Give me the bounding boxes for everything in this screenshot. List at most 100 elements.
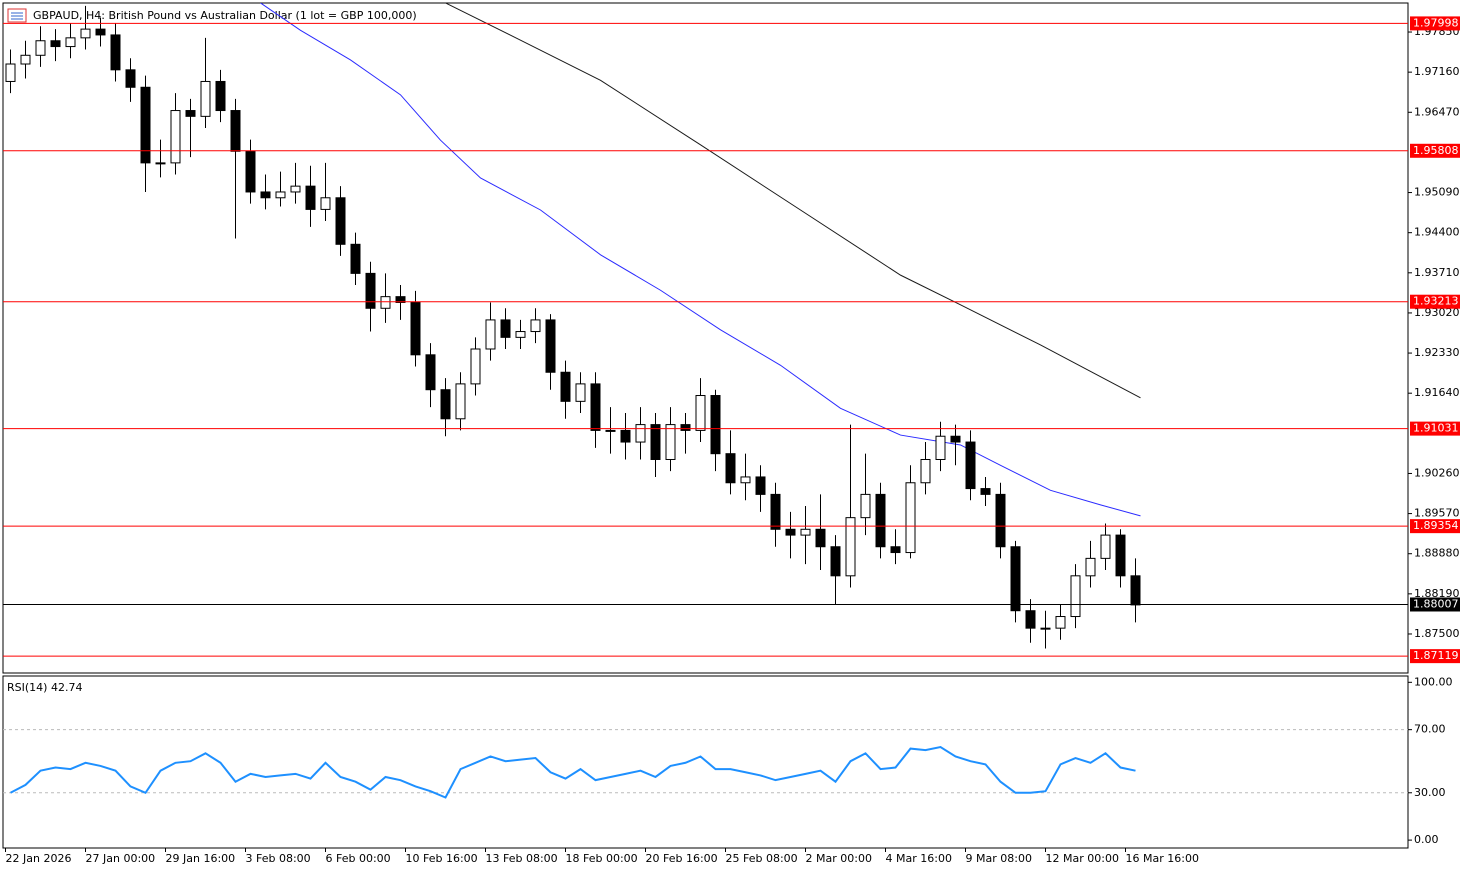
axes: 1.978501.971601.964701.950901.944001.937… [5, 16, 1460, 865]
candle-body [695, 395, 706, 431]
x-tick-label: 20 Feb 16:00 [646, 852, 718, 865]
candle-body [215, 80, 226, 112]
candle-body [425, 354, 436, 391]
candle-body [635, 424, 646, 443]
y-tick-label: 1.96470 [1414, 105, 1460, 118]
candle-body [410, 301, 421, 356]
candle-body [1025, 610, 1036, 629]
y-tick-label: 1.90260 [1414, 466, 1460, 479]
candle-body [620, 429, 631, 443]
candle-body [665, 424, 676, 460]
candle-body [815, 528, 826, 548]
y-tick-label: 1.87500 [1414, 627, 1460, 640]
candle-body [1100, 534, 1111, 559]
x-tick-label: 18 Feb 00:00 [566, 852, 638, 865]
rsi-plot [3, 729, 1408, 799]
y-tick-label: 1.95090 [1414, 186, 1460, 199]
price-level-tag [1410, 519, 1460, 534]
candle-body [305, 185, 316, 210]
candle-body [485, 319, 496, 350]
x-tick-label: 29 Jan 16:00 [166, 852, 236, 865]
candle-body [275, 191, 286, 199]
candle-body [500, 319, 511, 338]
candle-body [260, 191, 271, 199]
x-tick-label: 3 Feb 08:00 [246, 852, 311, 865]
x-tick-label: 13 Feb 08:00 [486, 852, 558, 865]
x-tick-label: 9 Mar 08:00 [966, 852, 1032, 865]
candle-body [455, 383, 466, 420]
candle-body [110, 34, 121, 71]
candle-body [920, 458, 931, 484]
candle-body [395, 296, 406, 303]
candle-body [1115, 534, 1126, 577]
candle-body [860, 493, 871, 519]
candle-body [65, 37, 76, 48]
candle-body [155, 162, 166, 165]
candle-body [80, 28, 91, 39]
y-tick-label: 1.97160 [1414, 65, 1460, 78]
candle-body [200, 80, 211, 117]
candle-body [95, 28, 106, 36]
price-level-tag [1410, 294, 1460, 309]
candle-body [755, 476, 766, 495]
candle-body [935, 435, 946, 460]
price-level-tag [1410, 421, 1460, 436]
moving-average [260, 3, 1141, 517]
rsi-panel-border [2, 675, 1409, 849]
candle-body [35, 40, 46, 56]
x-tick-label: 6 Feb 00:00 [326, 852, 391, 865]
price-level-tag [1410, 597, 1460, 612]
rsi-line [10, 745, 1136, 799]
y-tick-label: 1.93020 [1414, 306, 1460, 319]
candle-body [440, 389, 451, 420]
candle-body [710, 395, 721, 455]
x-tick-label: 16 Mar 16:00 [1126, 852, 1199, 865]
moving-average [445, 3, 1141, 399]
candle-body [830, 546, 841, 577]
main-plot [3, 3, 1408, 657]
candle-body [545, 319, 556, 373]
candle-body [950, 435, 961, 443]
price-level-label: 1.95808 [1413, 144, 1459, 157]
candle-body [590, 383, 601, 431]
y-tick-label: 1.94400 [1414, 226, 1460, 239]
price-level-tag [1410, 16, 1460, 31]
y-tick-label: 100.00 [1414, 675, 1453, 688]
price-level-label: 1.91031 [1413, 422, 1459, 435]
price-level-label: 1.97998 [1413, 16, 1459, 29]
symbol-icon [7, 8, 27, 23]
rsi-title: RSI(14) 42.74 [7, 681, 82, 694]
candle-body [845, 517, 856, 577]
candle-body [785, 528, 796, 536]
candle-body [335, 197, 346, 245]
x-tick-label: 2 Mar 00:00 [806, 852, 872, 865]
candle-body [560, 371, 571, 402]
candle-body [890, 546, 901, 554]
candle-body [770, 493, 781, 530]
candle-body [170, 110, 181, 164]
candle-body [575, 383, 586, 402]
main-panel-border [2, 2, 1409, 674]
candle-body [605, 429, 616, 432]
candle-body [1130, 575, 1141, 606]
candle-body [20, 54, 31, 65]
candle-body [1010, 546, 1021, 612]
y-tick-label: 1.92330 [1414, 346, 1460, 359]
candle-body [740, 476, 751, 484]
y-tick-label: 1.91640 [1414, 386, 1460, 399]
candle-body [1055, 616, 1066, 629]
candle-body [1040, 627, 1051, 630]
y-tick-label: 30.00 [1414, 786, 1446, 799]
candle-body [1070, 575, 1081, 618]
candle-body [1085, 557, 1096, 577]
y-tick-label: 1.88880 [1414, 547, 1460, 560]
candle-body [905, 482, 916, 554]
candle-body [50, 40, 61, 48]
candle-body [140, 86, 151, 164]
x-tick-label: 4 Mar 16:00 [886, 852, 952, 865]
y-tick-label: 1.88190 [1414, 587, 1460, 600]
price-level-label: 1.88007 [1413, 597, 1459, 610]
candle-body [5, 63, 16, 82]
